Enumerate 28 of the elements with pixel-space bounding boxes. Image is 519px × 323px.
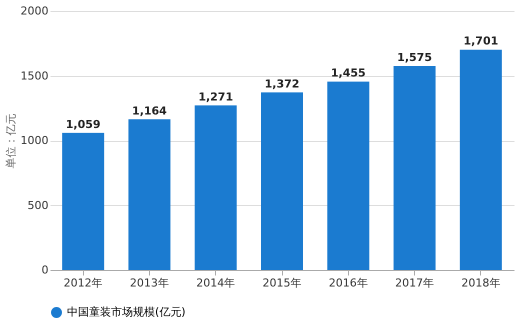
x-tick-label: 2015年 [262,276,302,290]
text: 1,164 [132,104,167,118]
y-tick-label: 1000 [20,134,48,147]
legend-label: 中国童装市场规模(亿元) [67,306,186,318]
x-tick-label: 2013年 [130,276,169,290]
text: 1,271 [198,90,234,104]
text: 1,455 [330,66,366,80]
x-tick-label: 2014年 [196,276,236,290]
text: 1,575 [397,51,432,64]
bar [194,105,237,270]
x-tick-label: 2012年 [64,276,103,290]
x-tick-label: 2018年 [461,276,500,290]
bar [327,82,370,270]
x-tick-label: 2016年 [328,276,368,290]
y-tick-label: 0 [42,264,48,276]
text: 1,372 [264,77,300,90]
y-tick-label: 2000 [20,4,48,18]
y-axis-title: 单位：亿元 [4,114,18,168]
text: 1,059 [66,118,101,131]
bar [261,92,303,270]
x-tick-label: 2017年 [395,276,434,290]
bar [128,119,170,270]
y-tick-label: 1500 [20,69,48,82]
text: 1,701 [463,34,498,48]
bar [394,66,436,270]
bar [62,132,104,270]
y-tick-label: 500 [28,198,48,212]
bar [460,50,502,270]
